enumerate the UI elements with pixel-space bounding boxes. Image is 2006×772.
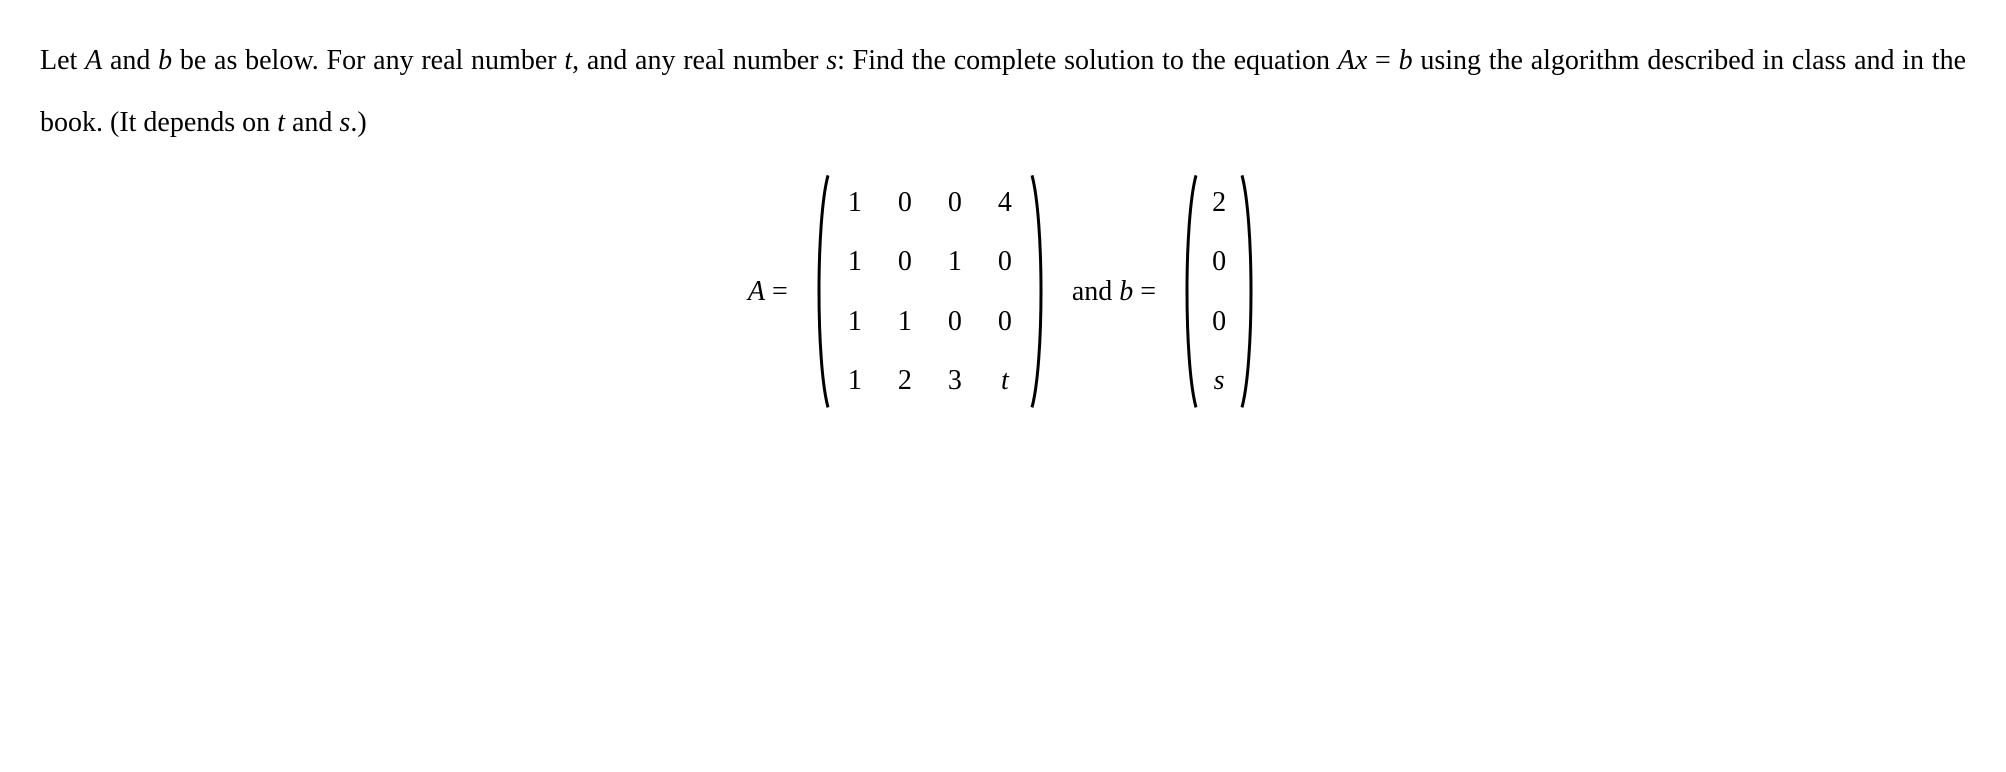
- table-row: 0: [1198, 292, 1240, 351]
- table-row: 0: [1198, 232, 1240, 291]
- cell: 1: [830, 173, 880, 232]
- eq-sym: =: [1140, 276, 1156, 307]
- eq-sym: =: [772, 276, 788, 307]
- cell: 0: [1198, 292, 1240, 351]
- right-paren-icon: [1240, 173, 1258, 410]
- var-A: A: [85, 45, 102, 76]
- cell: 2: [1198, 173, 1240, 232]
- left-paren-icon: [1180, 173, 1198, 410]
- cell: s: [1198, 351, 1240, 410]
- text: .): [350, 107, 366, 138]
- table-row: 1 0 1 0: [830, 232, 1030, 291]
- cell: 0: [880, 232, 930, 291]
- text: , and any real number: [572, 45, 826, 76]
- cell: 1: [830, 351, 880, 410]
- cell: 1: [880, 292, 930, 351]
- var-b: b: [158, 45, 172, 76]
- left-paren-icon: [812, 173, 830, 410]
- table-row: 1 0 0 4: [830, 173, 1030, 232]
- cell: 0: [980, 232, 1030, 291]
- right-paren-icon: [1030, 173, 1048, 410]
- var-t2: t: [277, 107, 285, 138]
- var-b2: b: [1399, 45, 1413, 76]
- cell: 0: [930, 292, 980, 351]
- table-row: 1 2 3 t: [830, 351, 1030, 410]
- cell: t: [980, 351, 1030, 410]
- matrix-A-body: 1 0 0 4 1 0 1 0 1 1 0 0 1 2 3 t: [830, 173, 1030, 410]
- cell: 2: [880, 351, 930, 410]
- text: Let: [40, 45, 85, 76]
- text: and: [285, 107, 339, 138]
- var-t: t: [564, 45, 572, 76]
- b-label: b: [1119, 276, 1133, 307]
- cell: 4: [980, 173, 1030, 232]
- cell: 0: [930, 173, 980, 232]
- eq: =: [1367, 45, 1398, 76]
- var-Ax: Ax: [1338, 45, 1368, 76]
- vector-b: 2 0 0 s: [1180, 173, 1258, 410]
- var-s: s: [826, 45, 837, 76]
- var-s2: s: [339, 107, 350, 138]
- table-row: s: [1198, 351, 1240, 410]
- table-row: 2: [1198, 173, 1240, 232]
- text: : Find the complete solution to the equa…: [837, 45, 1338, 76]
- cell: 1: [930, 232, 980, 291]
- text: be as below. For any real number: [172, 45, 564, 76]
- cell: 3: [930, 351, 980, 410]
- A-equals: A =: [748, 272, 788, 311]
- cell: 0: [980, 292, 1030, 351]
- text: and: [102, 45, 158, 76]
- cell: 0: [1198, 232, 1240, 291]
- and-b-equals: and b =: [1072, 272, 1156, 311]
- matrix-A: 1 0 0 4 1 0 1 0 1 1 0 0 1 2 3 t: [812, 173, 1048, 410]
- vector-b-body: 2 0 0 s: [1198, 173, 1240, 410]
- cell: 0: [880, 173, 930, 232]
- cell: 1: [830, 292, 880, 351]
- equation-block: A = 1 0 0 4 1 0 1 0 1 1 0 0: [40, 173, 1966, 410]
- and-text: and: [1072, 276, 1119, 307]
- table-row: 1 1 0 0: [830, 292, 1030, 351]
- A-label: A: [748, 276, 765, 307]
- problem-statement: Let A and b be as below. For any real nu…: [40, 30, 1966, 153]
- cell: 1: [830, 232, 880, 291]
